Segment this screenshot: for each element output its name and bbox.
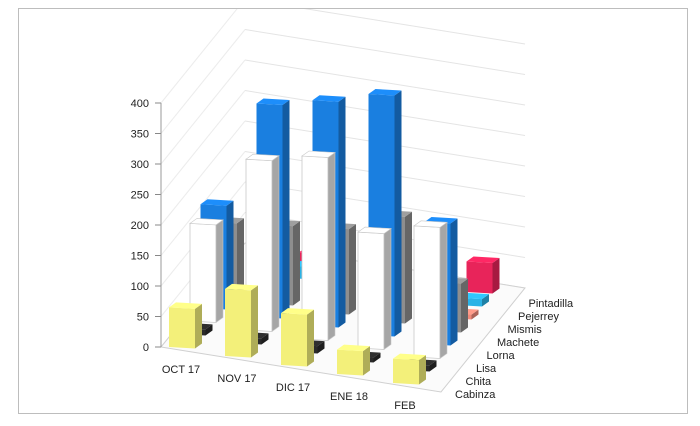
gridline — [244, 29, 526, 75]
bar-side — [307, 309, 314, 367]
bar-front — [466, 261, 493, 294]
bar-side — [461, 278, 468, 333]
y-tick-label: 50 — [137, 312, 149, 324]
bar-top — [393, 353, 426, 361]
bar-side — [282, 99, 290, 319]
y-tick-label: 100 — [131, 281, 149, 293]
bar-side — [492, 257, 500, 294]
bar-front — [393, 358, 419, 385]
bar — [357, 226, 392, 351]
bar-front — [357, 231, 385, 350]
bar-side — [419, 355, 426, 385]
series-axis-label: Lisa — [476, 363, 497, 375]
bar-side — [383, 227, 392, 351]
bar — [189, 218, 224, 324]
y-tick-label: 400 — [131, 98, 149, 110]
bar-top — [225, 283, 258, 291]
series-axis-label: Lorna — [487, 350, 516, 362]
bar-side — [195, 303, 202, 349]
bar-side — [405, 211, 412, 324]
series-axis-label: Cabinza — [455, 389, 496, 401]
bar-side — [237, 218, 244, 297]
chart-3d-column: 0 50 100 150 200 250 300 350 400 OCT 17 NOV 17 DIC… — [131, 9, 574, 412]
x-category-label: FEB — [394, 400, 415, 412]
series-axis-label: Pintadilla — [529, 298, 575, 310]
bar-side — [251, 285, 258, 358]
bar-top — [169, 302, 202, 309]
bar-side — [271, 155, 280, 333]
bar-top — [357, 226, 392, 234]
chart-frame: 0 50 100 150 200 250 300 350 400 OCT 17 NOV 17 DIC… — [18, 8, 688, 414]
gridlines — [160, 9, 526, 348]
bar-top — [189, 218, 224, 226]
bar-side — [205, 324, 213, 336]
bar-top — [337, 344, 370, 352]
y-tick-label: 150 — [131, 251, 149, 263]
side-gridline — [160, 9, 238, 104]
bar-side — [349, 224, 356, 315]
bars — [169, 89, 500, 385]
bar-top — [200, 199, 234, 206]
bar-side — [226, 200, 234, 310]
bar-top — [281, 308, 314, 315]
x-category-label: OCT 17 — [162, 364, 200, 376]
series-axis-label: Mismis — [508, 324, 543, 336]
side-gridline — [160, 29, 246, 134]
bar-side — [394, 90, 402, 337]
y-axis-ticks: 0 50 100 150 200 250 300 350 400 — [131, 98, 162, 354]
bar-front — [281, 313, 307, 367]
bar-front — [169, 307, 195, 349]
bar-top — [312, 95, 346, 102]
gridline — [244, 59, 526, 106]
bar-side — [317, 341, 325, 354]
bar-side — [482, 294, 489, 307]
bar-front — [337, 349, 363, 376]
bar — [337, 344, 370, 376]
bar-top — [245, 153, 280, 161]
bar-top — [301, 150, 336, 158]
y-tick-label: 300 — [131, 159, 149, 171]
series-axis-labels: CabinzaChitaLisaLornaMacheteMismisPejerr… — [455, 298, 574, 401]
y-tick-label: 250 — [131, 190, 149, 202]
bar-side — [439, 221, 448, 360]
bar-side — [293, 221, 300, 306]
bar-side — [338, 96, 346, 328]
bar-side — [429, 360, 437, 372]
bar-side — [471, 309, 479, 320]
bar-side — [363, 346, 370, 376]
bar-side — [215, 219, 224, 324]
x-axis-categories: OCT 17 NOV 17 DIC 17 ENE 18 FEB — [162, 364, 416, 412]
bar-top — [256, 98, 290, 105]
side-gridline — [160, 59, 246, 165]
bar — [169, 302, 202, 349]
bar-top — [368, 89, 402, 96]
x-category-label: ENE 18 — [330, 391, 368, 403]
bar-front — [413, 225, 441, 359]
series-axis-label: Chita — [466, 376, 493, 388]
bar — [413, 220, 448, 360]
y-tick-label: 200 — [131, 220, 149, 232]
bar-top — [413, 220, 448, 228]
bar-side — [450, 218, 458, 346]
side-gridline — [160, 90, 246, 195]
bar-side — [327, 151, 336, 342]
x-category-label: DIC 17 — [276, 382, 310, 394]
series-axis-label: Pejerrey — [518, 311, 559, 323]
bar-side — [373, 352, 381, 363]
series-axis-label: Machete — [497, 337, 539, 349]
bar — [281, 308, 314, 367]
gridline — [304, 9, 526, 45]
y-tick-label: 0 — [143, 342, 149, 354]
side-gridline — [160, 120, 246, 226]
y-tick-label: 350 — [131, 129, 149, 141]
bar-side — [261, 333, 269, 345]
bar-front — [225, 288, 251, 358]
bar — [225, 283, 258, 358]
bar — [393, 353, 426, 385]
bar-top — [466, 256, 500, 263]
x-category-label: NOV 17 — [217, 373, 256, 385]
bar — [466, 256, 500, 294]
bar — [301, 150, 336, 342]
